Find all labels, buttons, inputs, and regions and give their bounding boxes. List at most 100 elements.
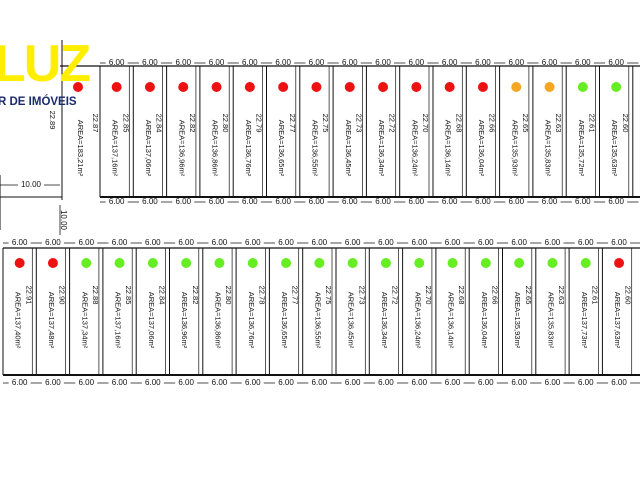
- top-row-corner-lot-status-dot: [73, 82, 83, 92]
- top-rear-dimension: 6.00: [442, 197, 458, 206]
- label-bg: [8, 378, 31, 388]
- label-bg: [608, 378, 631, 388]
- top-frontage-dimension: 6.00: [209, 58, 225, 67]
- corner-lot-area: AREA=183,21m²: [76, 120, 85, 177]
- left-depth-dimension: 22.89: [48, 111, 57, 130]
- top-row-lot-status-dot-sold: [244, 82, 255, 92]
- top-rear-dimension: 6.00: [542, 197, 558, 206]
- label-bg: [474, 238, 497, 248]
- label-bg: [471, 197, 494, 207]
- label-bg: [205, 197, 228, 207]
- bottom-row-lot-depth: 22.68: [457, 286, 466, 305]
- top-rear-dimension: 6.00: [109, 197, 125, 206]
- bottom-row-lot-status-dot-available: [81, 258, 92, 268]
- bottom-row-lot-area: AREA=136,55m²: [313, 292, 322, 349]
- top-row-lot-area: AREA=136,86m²: [211, 120, 220, 177]
- label-bg: [471, 58, 494, 68]
- top-rear-dimension: 6.00: [175, 197, 191, 206]
- bottom-row-lot-area: AREA=137,40m²: [14, 292, 23, 349]
- top-row-lot-depth: 22.84: [155, 114, 164, 133]
- bottom-rear-dimension: 6.00: [411, 378, 427, 387]
- bottom-frontage-dimension: 6.00: [611, 238, 627, 247]
- label-bg: [438, 58, 461, 68]
- bottom-row-lot-status-dot-available: [114, 258, 125, 268]
- top-frontage-dimension: 6.00: [175, 58, 191, 67]
- top-row-lot-depth: 22.61: [588, 114, 597, 133]
- label-bg: [338, 58, 361, 68]
- top-row-lot-area: AREA=136,65m²: [277, 120, 286, 177]
- top-row-lot-depth: 22.70: [421, 114, 430, 133]
- bottom-frontage-dimension: 6.00: [411, 238, 427, 247]
- bottom-row-lot-depth: 22.75: [324, 286, 333, 305]
- label-bg: [374, 238, 397, 248]
- bottom-row-lot-status-dot-available: [480, 258, 491, 268]
- label-bg: [441, 238, 464, 248]
- top-frontage-dimension: 6.00: [508, 58, 524, 67]
- label-bg: [541, 238, 564, 248]
- label-bg: [172, 197, 195, 207]
- top-row-lot-area: AREA=136,34m²: [377, 120, 386, 177]
- bottom-rear-dimension: 6.00: [478, 378, 494, 387]
- label-bg: [208, 378, 231, 388]
- bottom-row-lot-area: AREA=136,86m²: [213, 292, 222, 349]
- top-row-lot-area: AREA=136,04m²: [477, 120, 486, 177]
- label-bg: [308, 378, 331, 388]
- bottom-rear-dimension: 6.00: [45, 378, 61, 387]
- label-bg: [538, 58, 561, 68]
- top-row-lot-depth: 22.66: [488, 114, 497, 133]
- label-bg: [205, 58, 228, 68]
- road-width-dimension-vertical: 10.00: [59, 210, 68, 231]
- bottom-row-lot-depth: 22.63: [557, 286, 566, 305]
- road-width-dimension-horizontal: 10.00: [21, 180, 42, 189]
- top-row-lot-area: AREA=137,06m²: [144, 120, 153, 177]
- top-frontage-dimension: 6.00: [575, 58, 591, 67]
- label-bg: [574, 378, 597, 388]
- bottom-frontage-dimension: 6.00: [212, 238, 228, 247]
- top-row-lot-depth: 22.82: [188, 114, 197, 133]
- top-row-lot-status-dot-sold: [311, 82, 322, 92]
- bottom-rear-dimension: 6.00: [445, 378, 461, 387]
- label-bg: [341, 238, 364, 248]
- bottom-row-lot-depth: 22.84: [158, 286, 167, 305]
- label-bg: [175, 378, 198, 388]
- bottom-row-lot-status-dot-available: [281, 258, 292, 268]
- bottom-frontage-dimension: 6.00: [578, 238, 594, 247]
- bottom-rear-dimension: 6.00: [611, 378, 627, 387]
- bottom-rear-dimension: 6.00: [312, 378, 328, 387]
- top-row-lot-status-dot-sold: [344, 82, 355, 92]
- bottom-rear-dimension: 6.00: [212, 378, 228, 387]
- bottom-frontage-dimension: 6.00: [445, 238, 461, 247]
- bottom-frontage-dimension: 6.00: [178, 238, 194, 247]
- label-bg: [508, 378, 531, 388]
- bottom-frontage-dimension: 6.00: [478, 238, 494, 247]
- label-bg: [405, 197, 428, 207]
- top-row-lot-area: AREA=136,14m²: [444, 120, 453, 177]
- top-row-lot-area: AREA=135,83m²: [544, 120, 553, 177]
- bottom-rear-dimension: 6.00: [178, 378, 194, 387]
- top-row-lot-status-dot-sold: [411, 82, 422, 92]
- bottom-row-lot-status-dot-sold: [14, 258, 25, 268]
- label-bg: [538, 197, 561, 207]
- top-row-lot-area: AREA=135,93m²: [510, 120, 519, 177]
- bottom-frontage-dimension: 6.00: [78, 238, 94, 247]
- label-bg: [108, 238, 131, 248]
- bottom-frontage-dimension: 6.00: [545, 238, 561, 247]
- label-bg: [541, 378, 564, 388]
- label-bg: [241, 378, 264, 388]
- label-bg: [272, 197, 295, 207]
- bottom-row-lot-area: AREA=137,48m²: [47, 292, 56, 349]
- top-row-lot-depth: 22.75: [321, 114, 330, 133]
- top-row-lot-depth: 22.73: [354, 114, 363, 133]
- top-frontage-dimension: 6.00: [475, 58, 491, 67]
- top-rear-dimension: 6.00: [342, 197, 358, 206]
- top-rear-dimension: 6.00: [375, 197, 391, 206]
- top-row-lot-depth: 22.68: [454, 114, 463, 133]
- top-row-lot-area: AREA=136,45m²: [344, 120, 353, 177]
- bottom-row-lot-status-dot-available: [547, 258, 558, 268]
- top-row-lot-status-dot-reserved: [511, 82, 522, 92]
- bottom-row-lot-depth: 22.82: [191, 286, 200, 305]
- label-bg: [638, 197, 640, 207]
- top-row-lot-area: AREA=136,24m²: [410, 120, 419, 177]
- bottom-row-lot-area: AREA=136,14m²: [447, 292, 456, 349]
- label-bg: [505, 58, 528, 68]
